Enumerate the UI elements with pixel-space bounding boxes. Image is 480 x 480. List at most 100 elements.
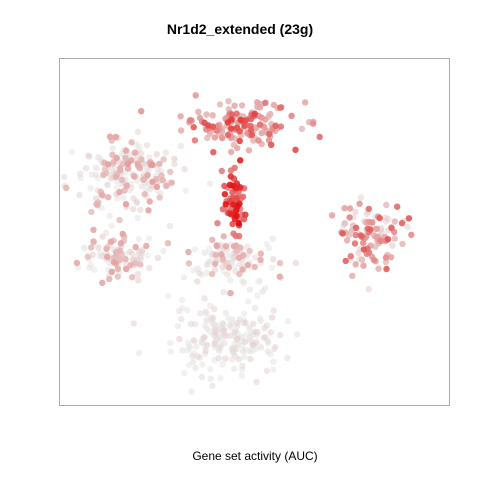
scatter-point	[256, 315, 264, 322]
scatter-point	[250, 320, 257, 327]
scatter-point	[154, 254, 162, 262]
scatter-point	[139, 246, 146, 254]
scatter-point	[99, 279, 106, 286]
scatter-point	[145, 207, 152, 214]
scatter-point	[225, 252, 233, 259]
scatter-point	[270, 101, 278, 109]
scatter-point	[130, 205, 137, 213]
scatter-point	[166, 222, 174, 230]
scatter-point	[212, 251, 220, 259]
scatter-point	[229, 189, 236, 196]
scatter-point	[227, 173, 234, 180]
scatter-point	[216, 101, 224, 108]
scatter-point	[382, 254, 390, 261]
scatter-point	[247, 355, 254, 363]
scatter-point	[87, 185, 94, 192]
scatter-point	[250, 137, 257, 144]
scatter-point	[227, 125, 235, 132]
scatter-point	[213, 127, 221, 134]
scatter-point	[365, 286, 372, 293]
scatter-point	[116, 256, 124, 263]
scatter-point	[241, 338, 248, 345]
scatter-point	[91, 266, 98, 274]
scatter-point	[357, 194, 365, 201]
scatter-point	[240, 279, 247, 286]
scatter-point	[137, 206, 144, 214]
scatter-point	[203, 317, 210, 324]
scatter-point	[171, 155, 178, 163]
scatter-point	[103, 245, 110, 253]
scatter-point	[260, 334, 267, 341]
scatter-point	[233, 345, 240, 352]
scatter-point	[387, 254, 395, 261]
scatter-point	[106, 275, 113, 283]
scatter-point	[140, 176, 147, 183]
scatter-point	[226, 181, 234, 188]
scatter-point	[241, 353, 248, 361]
scatter-point	[263, 367, 271, 375]
scatter-point	[203, 310, 210, 317]
scatter-point	[236, 200, 243, 207]
scatter-point	[210, 332, 218, 339]
scatter-point	[123, 147, 130, 154]
scatter-point	[85, 152, 92, 159]
scatter-point	[148, 161, 155, 168]
scatter-point	[211, 134, 219, 141]
scatter-point	[176, 335, 183, 343]
scatter-point	[221, 327, 228, 334]
scatter-point	[237, 116, 244, 124]
scatter-point	[259, 288, 266, 295]
scatter-point	[113, 154, 120, 162]
scatter-point	[233, 212, 240, 220]
scatter-point	[179, 347, 186, 354]
scatter-point	[107, 175, 115, 182]
scatter-point	[209, 236, 216, 243]
scatter-point	[239, 362, 246, 369]
scatter-points	[60, 92, 415, 395]
scatter-point	[268, 141, 275, 148]
scatter-point	[190, 358, 197, 366]
scatter-point	[251, 263, 258, 271]
scatter-point	[114, 273, 122, 280]
scatter-point	[195, 108, 202, 116]
scatter-point	[211, 260, 219, 268]
scatter-point	[256, 104, 264, 111]
scatter-point	[108, 222, 115, 229]
scatter-point	[235, 254, 243, 261]
scatter-point	[190, 337, 197, 344]
scatter-point	[342, 257, 349, 265]
scatter-point	[167, 339, 174, 347]
scatter-point	[346, 205, 354, 212]
scatter-point	[112, 173, 120, 181]
scatter-point	[62, 184, 70, 191]
scatter-point	[132, 243, 139, 251]
scatter-point	[360, 239, 367, 246]
scatter-point	[168, 179, 175, 186]
scatter-point	[268, 314, 276, 321]
scatter-point	[270, 307, 277, 314]
scatter-point	[254, 329, 261, 336]
scatter-point	[203, 269, 210, 277]
scatter-point	[203, 342, 211, 349]
scatter-point	[211, 305, 218, 313]
scatter-point	[130, 320, 137, 327]
scatter-point	[60, 173, 68, 181]
scatter-point	[391, 235, 398, 242]
scatter-point	[95, 244, 102, 251]
scatter-point	[204, 325, 211, 332]
scatter-point	[92, 171, 99, 179]
scatter-point	[239, 193, 247, 200]
scatter-point	[233, 124, 241, 131]
scatter-point	[246, 247, 253, 255]
scatter-point	[137, 150, 145, 157]
scatter-point	[133, 198, 140, 205]
scatter-point	[235, 220, 242, 227]
scatter-point	[202, 347, 209, 355]
scatter-point	[100, 171, 107, 179]
scatter-point	[196, 270, 203, 277]
scatter-point	[227, 289, 234, 297]
scatter-point	[269, 256, 277, 263]
scatter-point	[108, 268, 116, 275]
scatter-point	[104, 253, 111, 261]
